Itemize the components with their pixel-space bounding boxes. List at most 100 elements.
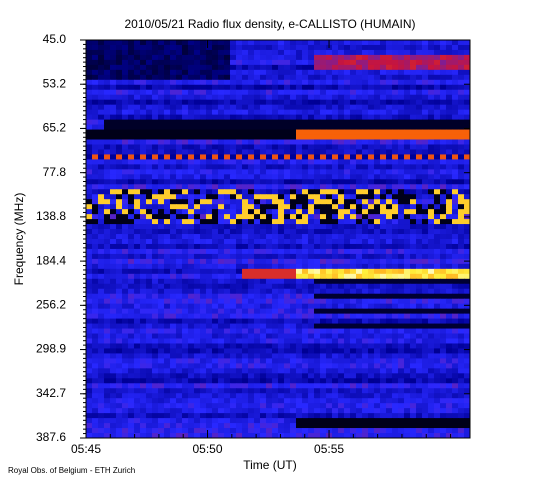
spectrogram-cell — [98, 273, 105, 280]
spectrogram-cell — [224, 94, 231, 101]
spectrogram-cell — [434, 134, 441, 140]
spectrogram-cell — [458, 328, 465, 335]
spectrogram-cell — [260, 413, 267, 419]
spectrogram-cell — [284, 278, 291, 285]
spectrogram-cell — [236, 283, 243, 290]
spectrogram-cell — [176, 234, 183, 240]
spectrogram-cell — [248, 413, 255, 419]
spectrogram-cell — [392, 194, 399, 200]
spectrogram-cell — [158, 234, 165, 240]
spectrogram-cell — [416, 303, 423, 310]
spectrogram-cell — [92, 303, 99, 310]
spectrogram-cell — [446, 49, 453, 56]
spectrogram-cell — [416, 144, 423, 150]
spectrogram-cell — [356, 278, 363, 285]
spectrogram-cell — [362, 353, 369, 359]
spectrogram-cell — [374, 229, 381, 235]
spectrogram-cell — [128, 44, 135, 51]
spectrogram-cell — [176, 303, 183, 310]
spectrogram-cell — [182, 313, 189, 320]
spectrogram-cell — [86, 69, 93, 76]
spectrogram-cell — [410, 383, 417, 389]
spectrogram-cell — [272, 199, 279, 205]
spectrogram-cell — [308, 388, 315, 394]
spectrogram-cell — [278, 129, 285, 136]
spectrogram-cell — [458, 283, 465, 290]
spectrogram-cell — [158, 403, 165, 409]
spectrogram-cell — [410, 104, 417, 111]
spectrogram-cell — [128, 248, 135, 255]
spectrogram-cell — [272, 413, 279, 419]
spectrogram-cell — [224, 159, 231, 165]
spectrogram-cell — [86, 154, 93, 160]
spectrogram-cell — [218, 84, 225, 91]
spectrogram-cell — [296, 398, 303, 404]
spectrogram-cell — [314, 234, 321, 240]
spectrogram-cell — [434, 129, 441, 136]
spectrogram-cell — [350, 323, 357, 330]
spectrogram-cell — [404, 89, 411, 96]
spectrogram-cell — [104, 363, 111, 369]
spectrogram-cell — [146, 378, 153, 384]
spectrogram-cell — [416, 224, 423, 230]
spectrogram-cell — [98, 283, 105, 290]
spectrogram-cell — [224, 393, 231, 399]
spectrogram-cell — [392, 40, 399, 46]
spectrogram-cell — [86, 318, 93, 325]
spectrogram-cell — [398, 243, 405, 250]
spectrogram-cell — [98, 114, 105, 121]
spectrogram-cell — [434, 164, 441, 170]
spectrogram-cell — [320, 418, 327, 424]
spectrogram-cell — [338, 164, 345, 170]
spectrogram-cell — [116, 119, 123, 126]
spectrogram-cell — [182, 393, 189, 399]
spectrogram-cell — [284, 263, 291, 270]
spectrogram-cell — [158, 293, 165, 300]
spectrogram-cell — [146, 239, 153, 245]
spectrogram-cell — [320, 258, 327, 265]
spectrogram-cell — [434, 64, 441, 71]
spectrogram-cell — [332, 393, 339, 399]
spectrogram-cell — [182, 104, 189, 111]
spectrogram-cell — [338, 119, 345, 126]
spectrogram-cell — [410, 189, 417, 195]
spectrogram-cell — [146, 263, 153, 270]
spectrogram-cell — [212, 54, 219, 61]
spectrogram-cell — [326, 239, 333, 245]
spectrogram-cell — [368, 129, 375, 136]
spectrogram-cell — [128, 144, 135, 150]
spectrogram-cell — [302, 164, 309, 170]
spectrogram-cell — [164, 114, 171, 121]
spectrogram-cell — [212, 239, 219, 245]
spectrogram-cell — [368, 204, 375, 210]
spectrogram-cell — [386, 214, 393, 220]
spectrogram-cell — [98, 94, 105, 101]
spectrogram-cell — [398, 174, 405, 180]
spectrogram-cell — [248, 253, 255, 260]
spectrogram-cell — [338, 134, 345, 140]
spectrogram-cell — [464, 49, 471, 56]
spectrogram-cell — [206, 248, 213, 255]
spectrogram-cell — [194, 368, 201, 374]
spectrogram-cell — [308, 368, 315, 374]
spectrogram-cell — [458, 44, 465, 51]
spectrogram-cell — [242, 313, 249, 320]
spectrogram-cell — [242, 174, 249, 180]
spectrogram-cell — [260, 268, 267, 275]
spectrogram-cell — [452, 343, 459, 349]
spectrogram-cell — [422, 323, 429, 330]
spectrogram-cell — [458, 343, 465, 349]
spectrogram-cell — [176, 199, 183, 205]
spectrogram-cell — [206, 94, 213, 101]
spectrogram-cell — [296, 159, 303, 165]
spectrogram-cell — [284, 393, 291, 399]
spectrogram-cell — [320, 378, 327, 384]
spectrogram-cell — [218, 64, 225, 71]
spectrogram-cell — [236, 40, 243, 46]
spectrogram-cell — [98, 288, 105, 295]
spectrogram-cell — [302, 79, 309, 86]
spectrogram-cell — [116, 358, 123, 364]
spectrogram-cell — [230, 423, 237, 429]
spectrogram-cell — [290, 134, 297, 140]
spectrogram-cell — [362, 184, 369, 190]
